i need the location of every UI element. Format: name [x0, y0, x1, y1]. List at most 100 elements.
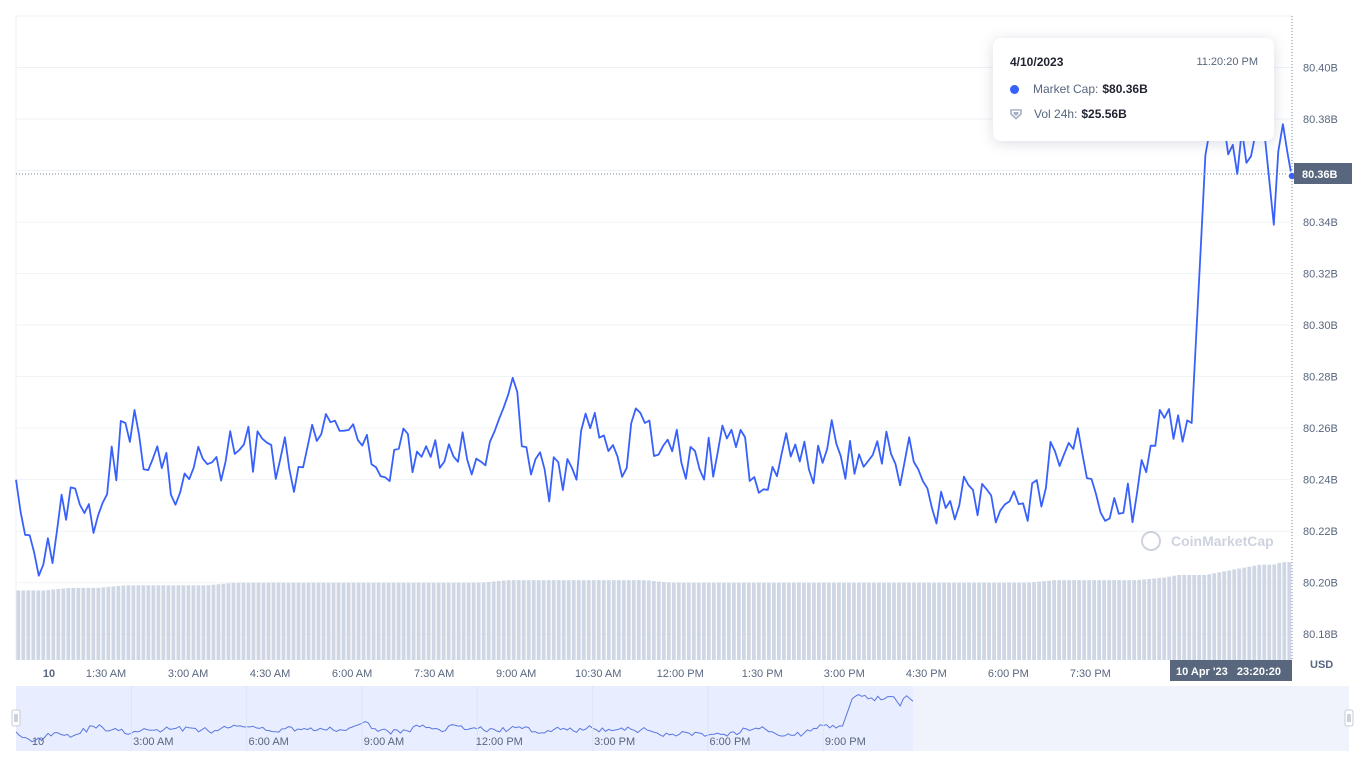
volume-bars: [16, 562, 1292, 660]
volume-bar: [1177, 574, 1182, 660]
volume-bar: [606, 580, 611, 660]
volume-bar: [847, 582, 851, 660]
volume-bar: [962, 582, 966, 660]
volume-bar: [96, 587, 101, 660]
volume-bar: [286, 582, 291, 660]
navigator-right-handle[interactable]: [1344, 709, 1354, 727]
volume-bar: [226, 583, 231, 660]
volume-bar: [902, 582, 906, 660]
volume-bar: [206, 585, 211, 660]
volume-bar: [596, 580, 601, 660]
volume-bar: [521, 580, 526, 660]
volume-bar: [932, 582, 936, 660]
volume-bar: [336, 582, 341, 660]
volume-bar: [116, 585, 121, 660]
volume-bar: [406, 582, 411, 660]
price-line-layer: [15, 111, 1293, 577]
volume-bar: [16, 590, 21, 660]
volume-bar: [46, 589, 51, 660]
volume-bar: [426, 582, 431, 660]
x-tick-label: 10:30 AM: [575, 668, 621, 680]
volume-bar: [1167, 576, 1172, 660]
volume-bar: [201, 585, 206, 660]
volume-bar: [671, 582, 676, 660]
navigator[interactable]: 10 3:00 AM 6:00 AM 9:00 AM 12:00 PM 3:00 PM 6:…: [11, 686, 1354, 751]
volume-bar: [341, 582, 346, 660]
tooltip-date: 4/10/2023: [1010, 55, 1064, 69]
volume-bar: [601, 580, 606, 660]
y-tick-label: 80.34B: [1303, 217, 1338, 229]
tooltip-market-cap-row: Market Cap: $80.36B: [1010, 82, 1148, 96]
volume-bar: [721, 582, 726, 660]
volume-bar: [386, 582, 391, 660]
volume-bar: [311, 582, 316, 660]
volume-bar: [301, 582, 306, 660]
volume-bar: [256, 582, 261, 660]
market-cap-label: Market Cap:: [1033, 82, 1099, 96]
crosshair-time-tag: 10 Apr '23 23:20:20: [1170, 660, 1292, 681]
volume-bar: [476, 582, 481, 660]
volume-bar: [817, 582, 821, 660]
volume-bar: [676, 582, 681, 660]
volume-bar: [176, 585, 181, 660]
volume-bar: [1082, 580, 1087, 660]
volume-bar: [456, 582, 461, 660]
volume-bar: [591, 580, 596, 660]
volume-bar: [326, 582, 331, 660]
volume-bar: [136, 585, 141, 660]
volume-bar: [977, 582, 981, 660]
volume-bar: [917, 582, 921, 660]
volume-bar: [1042, 581, 1047, 660]
volume-bar: [927, 582, 931, 660]
volume-bar: [236, 582, 241, 660]
volume-bar: [1182, 574, 1187, 660]
volume-bar: [611, 580, 616, 660]
volume-bar: [937, 582, 941, 660]
volume-bar: [421, 582, 426, 660]
volume-bar: [696, 582, 701, 660]
volume-bar: [81, 587, 86, 660]
volume-bar: [761, 582, 766, 660]
volume-bar: [581, 580, 586, 660]
x-tick-label: 1:30 PM: [742, 668, 783, 680]
volume-bar: [1242, 567, 1247, 660]
volume-bar: [36, 590, 41, 660]
volume-bar: [1232, 569, 1237, 660]
volume-bar: [1227, 570, 1232, 660]
volume-bar: [71, 587, 76, 660]
volume-bar: [982, 582, 986, 660]
volume-bar: [822, 582, 826, 660]
x-tick-label: 7:30 PM: [1070, 668, 1111, 680]
volume-bar: [391, 582, 396, 660]
volume-bar: [491, 581, 496, 660]
volume-bar: [912, 582, 916, 660]
volume-bar: [1107, 580, 1112, 660]
volume-bar: [461, 582, 466, 660]
x-tick-label: 12:00 PM: [657, 668, 704, 680]
volume-bar: [546, 580, 551, 660]
y-tick-label: 80.24B: [1303, 475, 1338, 487]
coinmarketcap-logo-icon: [1141, 531, 1161, 551]
volume-bar: [186, 585, 191, 660]
volume-bar: [281, 582, 286, 660]
volume-bar: [636, 580, 641, 660]
navigator-left-handle[interactable]: [11, 709, 21, 727]
volume-bar: [1012, 582, 1016, 660]
volume-bar: [566, 580, 571, 660]
volume-bar: [231, 582, 236, 660]
volume-bar: [321, 582, 326, 660]
volume-bar: [1002, 582, 1006, 660]
volume-bar: [1017, 582, 1021, 660]
volume-bar: [832, 582, 836, 660]
tooltip-volume-row: Vol 24h: $25.56B: [1010, 107, 1127, 121]
tooltip-time: 11:20:20 PM: [1196, 56, 1258, 68]
volume-bar: [331, 582, 336, 660]
volume-bar: [26, 590, 31, 660]
volume-bar: [371, 582, 376, 660]
y-tick-label: 80.18B: [1303, 629, 1338, 641]
market-cap-dot-icon: [1010, 84, 1019, 94]
volume-bar: [261, 582, 266, 660]
volume-value: $25.56B: [1081, 107, 1127, 121]
volume-bar: [837, 582, 841, 660]
